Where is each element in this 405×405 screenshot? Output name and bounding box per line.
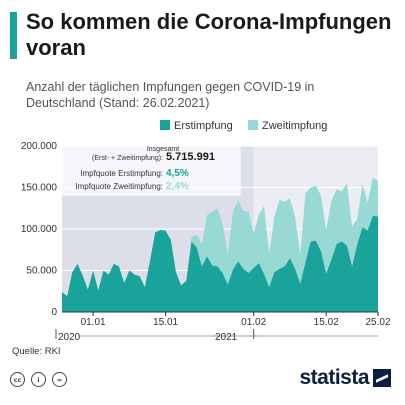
attribution-icon[interactable]: i xyxy=(31,372,46,387)
infobox-total-heading: Insgesamt xyxy=(147,146,179,153)
infobox-total-value: 5.715.991 xyxy=(166,151,215,163)
chart-subtitle: Anzahl der täglichen Impfungen gegen COV… xyxy=(26,80,315,110)
y-tick-label: 150.000 xyxy=(21,183,58,194)
legend-label: Erstimpfung xyxy=(174,120,233,132)
legend-swatch xyxy=(248,120,258,130)
x-tick-label: 01.01 xyxy=(81,317,106,328)
infobox-q2-value: 2,4% xyxy=(166,181,189,192)
year-label: 2020 xyxy=(58,332,81,343)
infobox-q1-label: Impfquote Erstimpfung: xyxy=(80,169,163,178)
statista-logo[interactable]: statista xyxy=(299,366,391,390)
series-area-erstimpfung xyxy=(62,215,378,312)
chart-title: So kommen die Corona-Impfungen voran xyxy=(26,9,392,60)
statista-mark-icon xyxy=(373,369,391,387)
x-tick-label: 25.02 xyxy=(365,317,390,328)
legend-swatch xyxy=(160,120,170,130)
license-icons: cc i = xyxy=(10,372,67,387)
no-derivatives-icon[interactable]: = xyxy=(52,372,67,387)
x-tick-label: 15.02 xyxy=(314,317,339,328)
legend-label: Zweitimpfung xyxy=(262,120,327,132)
brand-name: statista xyxy=(299,366,369,389)
creative-commons-icon[interactable]: cc xyxy=(10,372,25,387)
infobox-q1-value: 4,5% xyxy=(166,168,189,179)
y-tick-label: 0 xyxy=(51,307,57,318)
y-tick-label: 100.000 xyxy=(21,224,58,235)
infobox-total-label: (Erst- + Zweitimpfung): xyxy=(92,155,163,162)
infobox-q2-label: Impfquote Zweitimpfung: xyxy=(75,182,163,191)
source-label: Quelle: RKI xyxy=(12,346,61,357)
year-label: 2021 xyxy=(215,332,238,343)
x-tick-label: 15.01 xyxy=(153,317,178,328)
title-accent-bar xyxy=(10,12,17,59)
series-area-zweitimpfung xyxy=(62,177,378,297)
infobox-background xyxy=(61,142,241,196)
totals-infobox: Insgesamt (Erst- + Zweitimpfung): 5.715.99… xyxy=(61,142,241,196)
x-tick-label: 01.02 xyxy=(241,317,266,328)
y-tick-label: 50.000 xyxy=(26,266,57,277)
y-tick-label: 200.000 xyxy=(21,141,58,152)
